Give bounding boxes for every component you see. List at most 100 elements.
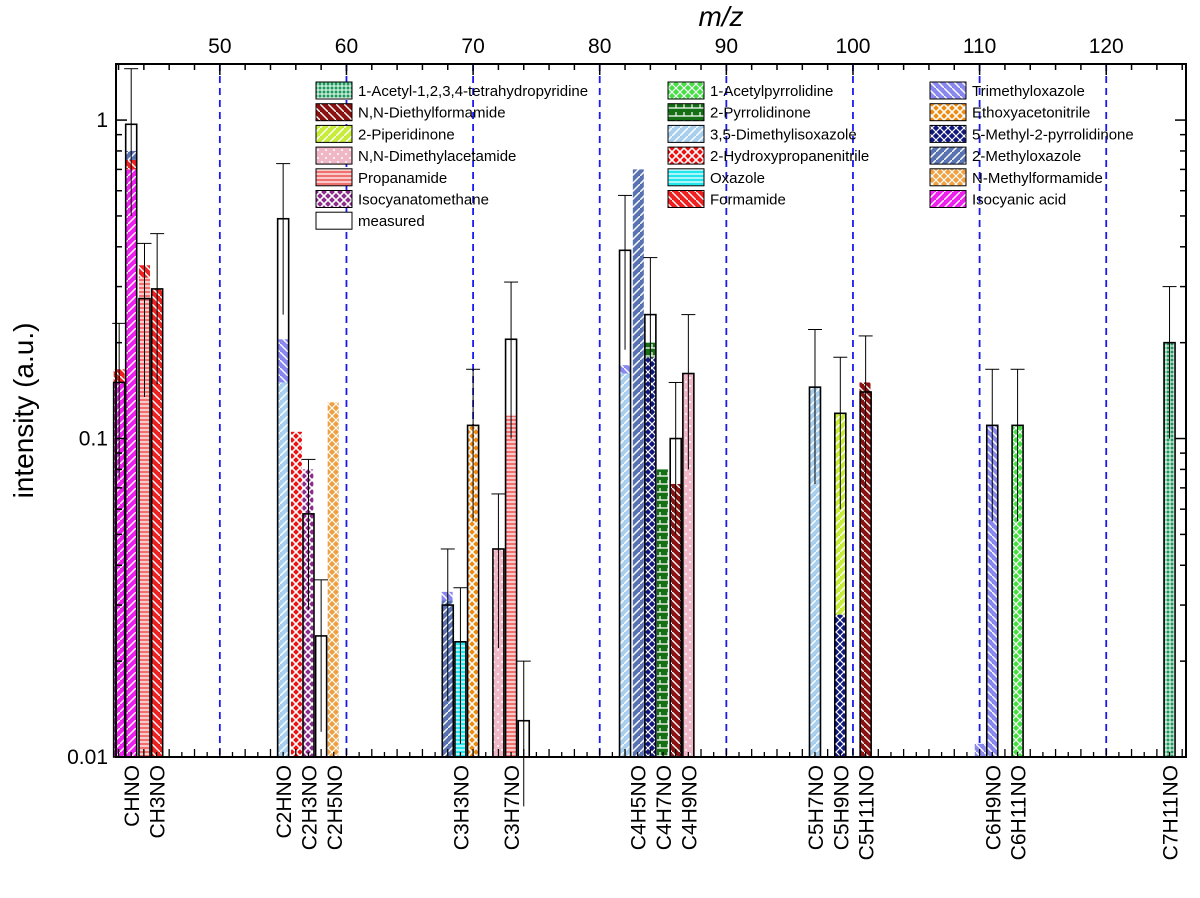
category-label: C2H5NO [324, 765, 347, 850]
bar-segment [290, 431, 302, 757]
x-tick-label: 90 [715, 35, 738, 58]
category-label: C7H11NO [1160, 765, 1183, 860]
category-label: CH3NO [147, 765, 170, 839]
legend-label: 1-Acetyl-1,2,3,4-tetrahydropyridine [358, 83, 588, 100]
x-tick-label: 120 [1089, 35, 1124, 58]
bar-layer [113, 150, 1175, 758]
x-tick-label: 110 [963, 35, 996, 58]
legend-swatch [667, 190, 705, 208]
legend-swatch [929, 81, 967, 100]
legend-swatch [315, 124, 353, 143]
legend-swatch [315, 168, 353, 187]
bar-segment [682, 373, 694, 757]
category-label: C3H7NO [501, 765, 524, 850]
legend-swatch [315, 190, 353, 208]
bar-segment [859, 382, 871, 757]
bar-segment [468, 425, 480, 757]
bar-segment [151, 288, 163, 757]
bar-segment [493, 548, 505, 757]
bar-segment [644, 357, 656, 757]
y-tick-label: 1 [96, 109, 108, 132]
category-label: C6H11NO [1008, 765, 1031, 860]
bar-segment [125, 150, 137, 160]
legend-swatch [929, 124, 967, 143]
legend-label: Isocyanatomethane [358, 192, 489, 209]
legend-swatch [315, 103, 353, 122]
legend-swatch [667, 146, 705, 165]
x-axis-title: m/z [698, 1, 743, 32]
legend-swatch [667, 124, 705, 143]
bar-segment [277, 382, 289, 757]
x-tick-label: 80 [588, 35, 611, 58]
legend-label: Oxazole [710, 170, 765, 187]
bar-segment [808, 387, 820, 757]
legend-swatch [929, 103, 967, 122]
legend-label: Formamide [710, 192, 786, 209]
x-tick-label: 50 [208, 35, 231, 58]
legend-swatch [929, 168, 967, 187]
bar-segment [504, 415, 516, 757]
legend-label: 2-Hydroxypropanenitrile [710, 148, 869, 165]
legend-label: 2-Pyrrolidinone [710, 105, 811, 122]
category-label: C6H9NO [982, 765, 1005, 850]
bar-segment [618, 365, 630, 374]
legend-swatch [315, 146, 353, 165]
bar-segment [138, 277, 150, 757]
category-label: C5H11NO [856, 765, 879, 860]
legend-label: Isocyanic acid [972, 192, 1066, 209]
x-tick-label: 100 [835, 35, 870, 58]
category-label: C2H3NO [298, 765, 321, 850]
bar-segment [113, 382, 125, 757]
legend-swatch [667, 168, 705, 187]
legend-label: 3,5-Dimethylisoxazole [710, 126, 857, 143]
bar-segment [834, 614, 846, 757]
y-tick-label: 0.01 [67, 746, 108, 769]
legend-label: 5-Methyl-2-pyrrolidinone [972, 126, 1134, 143]
bar-segment [618, 373, 630, 757]
legend-label: measured [358, 213, 425, 230]
legend-swatch [929, 146, 967, 165]
bar-segment [834, 413, 846, 615]
error-bar-layer [112, 68, 1177, 807]
axes: 50 60 70 80 90 100 110 120 0.01 0.1 1 CHNO CH3NO C2HN… [67, 35, 1186, 860]
legend-label: 2-Methyloxazole [972, 148, 1081, 165]
bar-segment [327, 402, 339, 757]
bar-segment [986, 425, 998, 757]
category-label: C4H5NO [628, 765, 651, 850]
legend-swatch [667, 103, 705, 122]
y-axis-title: intensity (a.u.) [8, 323, 39, 499]
legend-label: Trimethyloxazole [972, 83, 1085, 100]
bar-segment [644, 342, 656, 358]
y-tick-label: 0.1 [79, 428, 108, 451]
category-label: C5H7NO [805, 765, 828, 850]
bar-segment [1011, 425, 1023, 757]
category-label: C3H3NO [450, 765, 473, 850]
bar-segment [277, 339, 289, 383]
legend-label: Ethoxyacetonitrile [972, 105, 1090, 122]
bar-segment [656, 469, 668, 757]
bar-segment [125, 169, 137, 758]
legend-label: N,N-Diethylformamide [358, 105, 506, 122]
legend-label: N,N-Dimethylacetamide [358, 148, 516, 165]
category-label: CHNO [121, 765, 144, 827]
bar-segment [441, 591, 453, 601]
category-label: C2HNO [273, 765, 296, 839]
legend-label: Propanamide [358, 170, 447, 187]
legend-label: 1-Acetylpyrrolidine [710, 83, 833, 100]
legend-label: N-Methylformamide [972, 170, 1103, 187]
bar-segment [1163, 342, 1175, 757]
category-label: C4H7NO [653, 765, 676, 850]
x-tick-label: 70 [461, 35, 484, 58]
legend-swatch [315, 211, 353, 230]
bar-segment [125, 159, 137, 170]
category-label: C4H9NO [678, 765, 701, 850]
bar-segment [455, 641, 467, 757]
bar-segment [632, 169, 644, 758]
legend-label: 2-Piperidinone [358, 126, 455, 143]
legend: 1-Acetyl-1,2,3,4-tetrahydropyridine N,N-D… [315, 81, 1134, 230]
bar-segment [302, 469, 314, 757]
legend-swatch [667, 81, 705, 100]
category-label: C5H9NO [830, 765, 853, 850]
legend-swatch [929, 190, 967, 208]
